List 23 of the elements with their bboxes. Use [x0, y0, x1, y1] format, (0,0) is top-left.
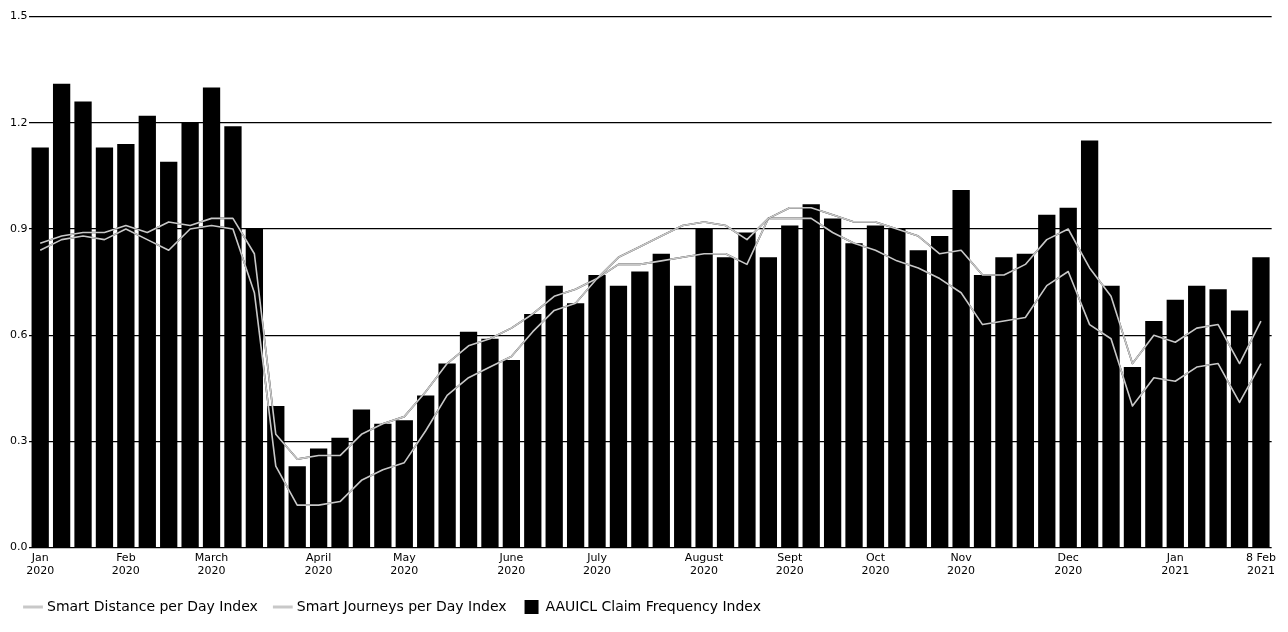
y-tick-label: 0.0: [9, 540, 28, 554]
y-tick-label: 1.5: [9, 9, 28, 23]
x-tick-label: August 2020: [684, 551, 725, 578]
x-tick-label: Oct 2020: [861, 551, 890, 578]
x-tick-label: April 2020: [304, 551, 333, 578]
x-tick-label: Feb 2020: [111, 551, 140, 578]
y-tick-label: 1.2: [9, 115, 28, 129]
x-tick-label: Dec 2020: [1054, 551, 1083, 578]
y-tick-label: 0.9: [9, 221, 28, 235]
legend-label: Smart Distance per Day Index: [47, 597, 258, 614]
x-tick-label: 8 Feb 2021: [1245, 551, 1276, 578]
x-tick-label: Jan 2021: [1161, 551, 1190, 578]
y-tick-label: 0.3: [9, 434, 28, 448]
x-tick-label: Jan 2020: [26, 551, 55, 578]
legend-label: AAUICL Claim Frequency Index: [545, 597, 762, 614]
y-tick-label: 0.6: [9, 328, 28, 342]
x-tick-label: March 2020: [194, 551, 229, 578]
legend-label: Smart Journeys per Day Index: [296, 597, 507, 614]
x-tick-label: Sept 2020: [775, 551, 804, 578]
x-tick-label: May 2020: [390, 551, 419, 578]
x-tick-label: June 2020: [497, 551, 526, 578]
x-tick-label: July 2020: [583, 551, 612, 578]
x-tick-label: Nov 2020: [947, 551, 976, 578]
